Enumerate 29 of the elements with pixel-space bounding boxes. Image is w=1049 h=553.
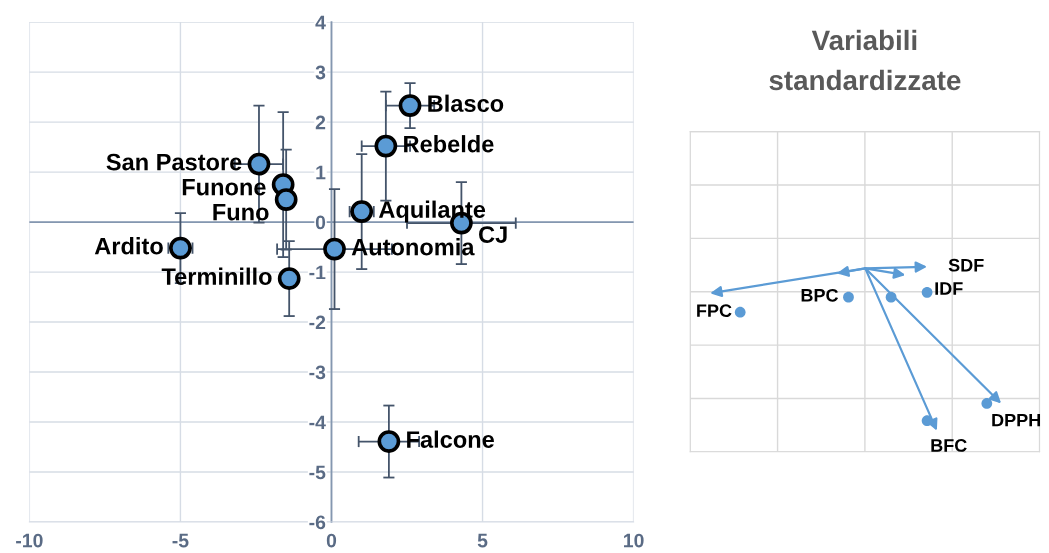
annotation: CJ: [479, 226, 507, 243]
annotation: Ardito: [94, 237, 163, 255]
text: Variabili standardizzate: [769, 29, 961, 91]
text: FPC: [697, 304, 732, 318]
text: BFC: [931, 439, 967, 452]
y-tick-label: -6: [309, 515, 326, 530]
y-tick-label: -2: [309, 315, 326, 330]
text: BPC: [801, 288, 839, 302]
y-tick-label: -3: [309, 365, 326, 380]
annotation: Rebelde: [404, 135, 494, 153]
y-tick-label: -5: [309, 465, 326, 480]
x-tick-label: -10: [16, 533, 43, 548]
y-tick-label: 4: [315, 15, 326, 30]
text: IDF: [935, 282, 963, 295]
y-tick-label: -4: [309, 415, 326, 430]
text: DPPH: [992, 413, 1041, 427]
y-tick-label: 2: [315, 115, 326, 130]
y-tick-label: 0: [315, 215, 326, 230]
annotation: San Pastore: [106, 153, 242, 171]
y-tick-label: 1: [316, 165, 326, 180]
y-tick-label: 3: [315, 65, 326, 80]
y-tick-label: -1: [309, 265, 326, 280]
annotation: Falcone: [407, 430, 494, 448]
annotation: Blasco: [428, 94, 504, 112]
x-tick-label: 0: [326, 533, 337, 548]
x-tick-label: 5: [477, 533, 488, 548]
text: SDF: [948, 258, 984, 272]
x-tick-label: -5: [172, 533, 189, 548]
x-tick-label: 10: [624, 533, 644, 548]
